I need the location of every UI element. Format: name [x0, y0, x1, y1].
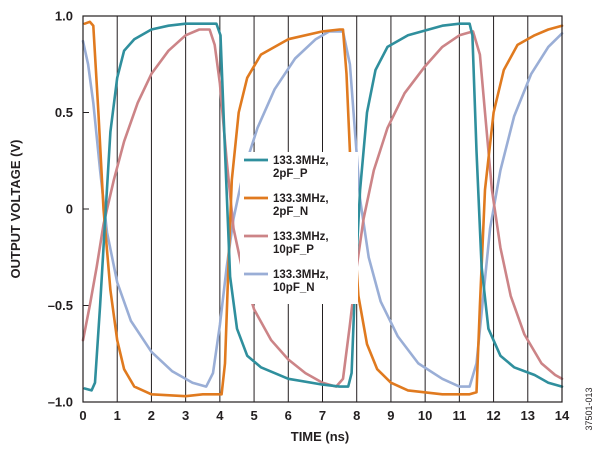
series-lines	[81, 20, 564, 398]
x-tick-label: 8	[353, 408, 360, 423]
x-tick-label: 11	[452, 408, 466, 423]
x-tick-label: 4	[216, 408, 224, 423]
x-tick-label: 9	[387, 408, 394, 423]
figure-id: 37501-013	[584, 387, 594, 430]
legend-label-4: 133.3MHz, 10pF_N	[273, 269, 329, 294]
x-tick-label: 10	[418, 408, 432, 423]
y-tick-label: 1.0	[55, 9, 73, 24]
x-axis-title: TIME (ns)	[291, 429, 350, 444]
x-tick-label: 13	[521, 408, 535, 423]
legend-label-3: 133.3MHz, 10pF_P	[273, 231, 329, 256]
x-tick-label: 14	[555, 408, 570, 423]
legend-label-1: 133.3MHz, 2pF_P	[273, 155, 329, 180]
x-tick-label: 7	[319, 408, 326, 423]
legend-background	[240, 152, 358, 304]
series-line-1	[83, 22, 564, 392]
x-tick-label: 1	[114, 408, 121, 423]
series-line-3	[81, 28, 564, 388]
legend-label-2: 133.3MHz, 2pF_N	[273, 193, 329, 218]
x-tick-label: 2	[148, 408, 155, 423]
legend: 133.3MHz, 2pF_P 133.3MHz, 2pF_N 133.3MHz, 10p…	[240, 152, 358, 304]
y-tick-label: –1.0	[48, 395, 73, 410]
x-tick-label: 0	[79, 408, 86, 423]
y-tick-labels: 1.0 0.5 0 –0.5 –1.0	[48, 9, 73, 410]
x-tick-label: 5	[250, 408, 257, 423]
x-tick-label: 3	[182, 408, 189, 423]
y-axis-title: OUTPUT VOLTAGE (V)	[8, 140, 23, 279]
y-tick-label: –0.5	[48, 298, 73, 313]
plot-frame	[82, 15, 563, 403]
y-tick-label: 0.5	[55, 105, 73, 120]
y-tick-label: 0	[66, 202, 73, 217]
x-tick-label: 6	[285, 408, 292, 423]
x-tick-label: 12	[486, 408, 500, 423]
x-tick-labels: 0 1 2 3 4 5 6 7 8 9 10 11 12 13 14	[79, 408, 570, 423]
